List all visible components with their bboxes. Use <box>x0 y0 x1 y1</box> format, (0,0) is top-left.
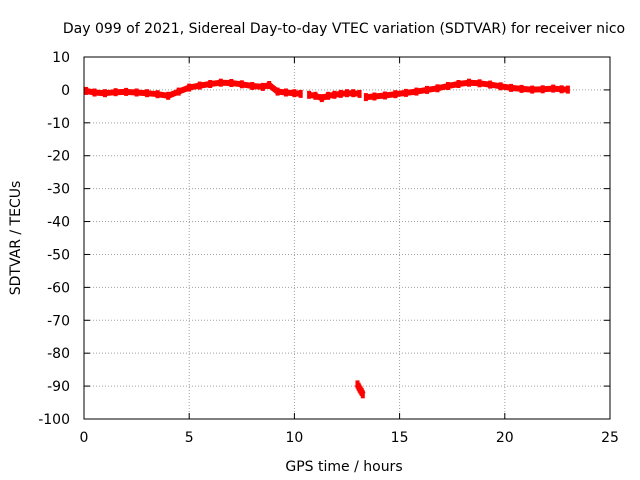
data-point <box>477 79 482 88</box>
data-point <box>124 87 129 96</box>
data-marks <box>84 78 570 399</box>
data-point <box>103 89 107 98</box>
data-point <box>351 89 356 98</box>
data-point <box>166 91 171 100</box>
data-point <box>113 88 118 97</box>
data-point <box>338 89 343 98</box>
data-point <box>498 82 503 91</box>
data-point <box>357 89 362 98</box>
data-point <box>363 93 368 102</box>
x-axis-label: GPS time / hours <box>285 459 402 475</box>
data-point <box>176 87 181 96</box>
data-point <box>218 78 223 87</box>
y-tick-label: -20 <box>47 149 70 165</box>
data-point <box>540 85 545 94</box>
data-point <box>208 80 213 88</box>
y-tick-label: -40 <box>47 215 70 231</box>
data-point <box>509 83 514 92</box>
data-point <box>92 88 97 97</box>
data-point <box>307 90 312 99</box>
y-tick-label: -100 <box>38 412 70 428</box>
data-point <box>155 90 160 99</box>
y-tick-label: -60 <box>47 280 70 296</box>
data-point <box>559 85 564 94</box>
y-tick-label: -10 <box>47 116 70 132</box>
x-tick-label: 5 <box>185 430 194 446</box>
data-point <box>260 82 265 91</box>
data-point <box>456 80 461 88</box>
y-tick-label: -90 <box>47 379 70 395</box>
axis-ticks: 0 5 10 15 20 25 10 0 -10 -20 -30 -40 -50 -60 -70 -80 -90… <box>38 50 619 446</box>
x-tick-label: 20 <box>496 430 514 446</box>
x-tick-label: 15 <box>391 430 409 446</box>
data-point <box>267 81 272 89</box>
data-point <box>393 90 398 99</box>
data-point <box>414 87 419 96</box>
data-point <box>332 90 337 99</box>
data-point <box>275 87 280 96</box>
x-tick-label: 25 <box>601 430 619 446</box>
data-point <box>298 89 303 98</box>
y-tick-label: -50 <box>47 247 70 263</box>
data-point <box>435 84 440 93</box>
y-tick-label: 10 <box>52 50 70 66</box>
x-tick-label: 10 <box>285 430 303 446</box>
y-tick-label: -80 <box>47 346 70 362</box>
data-point <box>145 89 150 98</box>
data-point <box>372 92 377 101</box>
y-tick-label: -70 <box>47 313 70 329</box>
y-axis-label: SDTVAR / TECUs <box>8 181 24 296</box>
data-point <box>187 83 192 92</box>
data-point <box>284 88 288 97</box>
data-point <box>467 78 471 87</box>
data-point <box>319 94 324 103</box>
y-tick-label: 0 <box>61 83 70 99</box>
grid <box>84 57 610 419</box>
data-point <box>197 81 202 90</box>
data-point <box>292 89 297 98</box>
chart-title: Day 099 of 2021, Sidereal Day-to-day VTE… <box>63 21 625 37</box>
data-point <box>360 390 365 399</box>
data-point <box>84 86 89 95</box>
data-point <box>425 85 429 94</box>
data-point <box>250 82 255 90</box>
data-point <box>488 80 493 89</box>
y-tick-label: -30 <box>47 182 70 198</box>
data-point <box>446 82 450 90</box>
data-point <box>382 91 387 100</box>
data-point <box>530 85 535 94</box>
data-point <box>565 85 570 94</box>
x-tick-label: 0 <box>80 430 89 446</box>
data-point <box>519 84 524 93</box>
data-point <box>551 84 556 93</box>
data-point <box>345 89 349 98</box>
data-point <box>134 88 139 97</box>
data-point <box>313 91 318 100</box>
data-point <box>229 79 234 87</box>
plot-frame <box>83 56 611 420</box>
data-point <box>239 80 244 89</box>
data-point <box>326 91 331 100</box>
data-point <box>403 88 408 97</box>
